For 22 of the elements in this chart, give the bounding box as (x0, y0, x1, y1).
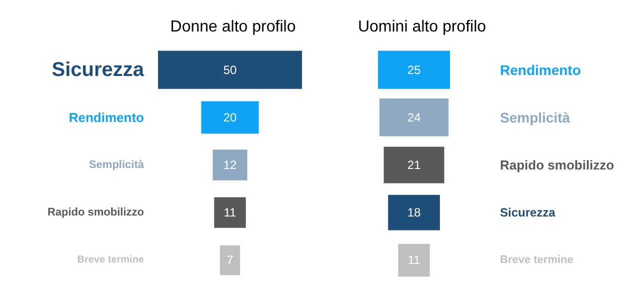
category-label: Breve termine (77, 254, 144, 266)
category-label: Semplicità (500, 109, 570, 126)
data-label: 25 (407, 62, 421, 77)
text: Uomini alto profilo (358, 18, 486, 36)
category-label: Rendimento (500, 62, 581, 78)
text: Donne alto profilo (170, 18, 296, 36)
data-label: 11 (224, 206, 237, 220)
category-label: Rapido smobilizzo (500, 158, 614, 172)
data-label: 11 (408, 253, 421, 268)
data-label: 21 (407, 158, 421, 172)
category-label: Rendimento (68, 110, 144, 125)
category-label: Breve termine (500, 254, 574, 266)
category-label: Rapido smobilizzo (47, 206, 144, 219)
data-label: 18 (407, 206, 421, 220)
data-label: 7 (226, 253, 234, 268)
data-label: 12 (223, 158, 237, 172)
data-label: 50 (223, 62, 237, 77)
category-label: Sicurezza (500, 206, 556, 220)
data-label: 20 (223, 110, 237, 124)
category-label: Sicurezza (52, 58, 145, 81)
data-label: 24 (407, 110, 421, 124)
category-label: Semplicità (88, 159, 145, 171)
